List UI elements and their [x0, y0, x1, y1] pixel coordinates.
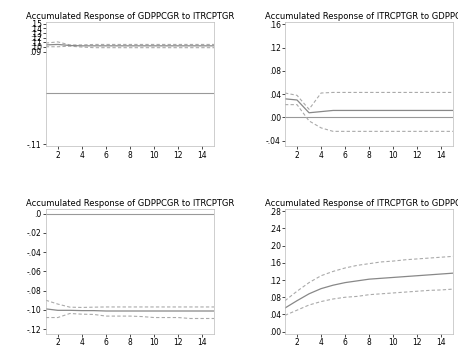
Title: Accumulated Response of GDPPCGR to ITRCPTGR: Accumulated Response of GDPPCGR to ITRCP… — [26, 199, 234, 208]
Title: Accumulated Response of GDPPCGR to ITRCPTGR: Accumulated Response of GDPPCGR to ITRCP… — [26, 12, 234, 21]
Title: Accumulated Response of ITRCPTGR to GDPPCGR: Accumulated Response of ITRCPTGR to GDPP… — [265, 12, 458, 21]
Title: Accumulated Response of ITRCPTGR to GDPPCGR: Accumulated Response of ITRCPTGR to GDPP… — [265, 199, 458, 208]
